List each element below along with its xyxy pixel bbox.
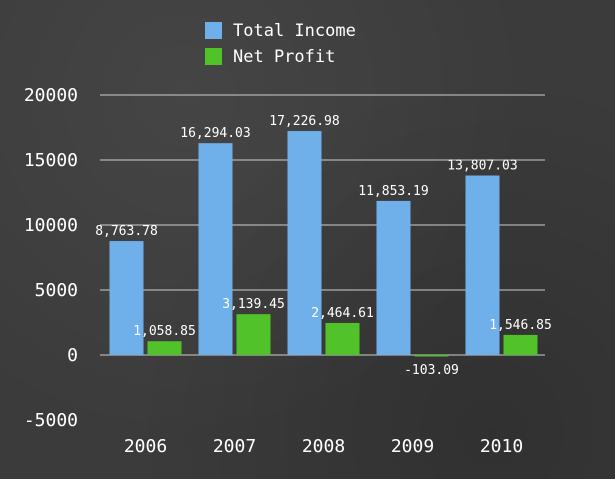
net-profit-bar-2010 [503, 334, 538, 355]
x-tick-label-2009: 2009 [391, 436, 434, 457]
legend-swatch-0 [205, 22, 222, 39]
total-income-label-2007: 16,294.03 [180, 126, 250, 141]
legend: Total Income Net Profit [205, 21, 356, 67]
y-tick-label: 15000 [24, 150, 78, 171]
net-profit-label-2010: 1,546.85 [489, 318, 552, 333]
x-tick-label-2007: 2007 [213, 436, 256, 457]
legend-label-0: Total Income [233, 21, 356, 41]
net-profit-label-2006: 1,058.85 [133, 324, 196, 339]
total-income-bar-2007 [198, 143, 233, 355]
x-tick-label-2006: 2006 [124, 436, 167, 457]
y-tick-label: 0 [67, 345, 78, 366]
total-income-bar-2006 [109, 241, 144, 355]
legend-swatch-1 [205, 48, 222, 65]
bars [109, 131, 538, 357]
net-profit-label-2009: -103.09 [404, 363, 459, 378]
legend-label-1: Net Profit [233, 47, 335, 67]
total-income-label-2010: 13,807.03 [447, 159, 517, 174]
y-tick-label: -5000 [24, 410, 78, 431]
total-income-label-2009: 11,853.19 [358, 184, 428, 199]
x-axis: 2006 2007 2008 2009 2010 [124, 436, 523, 457]
x-tick-label-2008: 2008 [302, 436, 345, 457]
y-tick-label: 20000 [24, 85, 78, 106]
y-tick-label: 10000 [24, 215, 78, 236]
total-income-bar-2010 [465, 175, 500, 355]
x-tick-label-2010: 2010 [480, 436, 523, 457]
y-axis: 20000 15000 10000 5000 0 -5000 [24, 85, 78, 431]
net-profit-bar-2006 [147, 341, 182, 355]
data-labels: 8,763.78 1,058.85 16,294.03 3,139.45 17,226.… [95, 114, 552, 378]
total-income-bar-2008 [287, 131, 322, 355]
net-profit-label-2007: 3,139.45 [222, 297, 285, 312]
total-income-bar-2009 [376, 200, 411, 355]
net-profit-bar-2007 [236, 314, 271, 355]
total-income-label-2006: 8,763.78 [95, 224, 158, 239]
net-profit-bar-2008 [325, 322, 360, 355]
net-profit-bar-2009 [414, 355, 449, 357]
total-income-label-2008: 17,226.98 [269, 114, 339, 129]
net-profit-label-2008: 2,464.61 [311, 306, 374, 321]
y-tick-label: 5000 [35, 280, 78, 301]
